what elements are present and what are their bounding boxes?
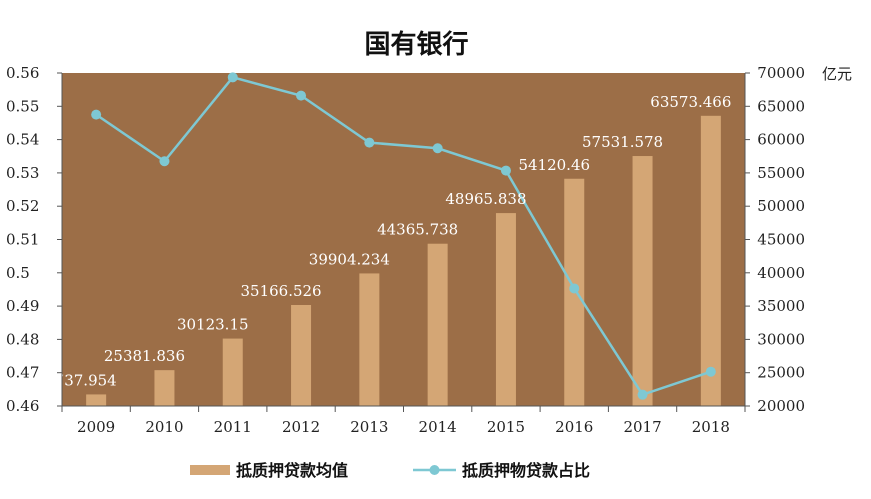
right-tick-label: 50000: [757, 197, 805, 215]
bar-2017: [632, 156, 653, 406]
line-layer: [91, 72, 716, 400]
data-label-2017: 57531.578: [582, 133, 663, 151]
data-label-2014: 44365.738: [377, 221, 458, 239]
right-tick-label: 30000: [757, 330, 805, 348]
x-tick-label: 2011: [214, 418, 252, 436]
data-label-2009: 21737.954: [36, 371, 117, 389]
data-label-2010: 25381.836: [104, 347, 185, 365]
bar-2018: [700, 115, 721, 406]
right-tick-label: 20000: [757, 397, 805, 415]
line-point-2012: [296, 90, 307, 101]
data-label-2018: 63573.466: [650, 93, 731, 111]
data-labels-layer: 21737.954 25381.836 30123.15 35166.526 39904…: [36, 93, 732, 390]
line-point-2017: [637, 389, 648, 400]
plot-area: [62, 73, 745, 406]
line-point-2013: [364, 137, 375, 148]
x-tick-label: 2009: [77, 418, 115, 436]
chart-title: 国有银行: [364, 29, 468, 60]
x-tick-label: 2013: [350, 418, 388, 436]
x-tick-label: 2017: [623, 418, 661, 436]
line-point-2015: [500, 165, 511, 176]
legend-swatch-bars: [190, 465, 230, 475]
data-label-2015: 48965.838: [445, 190, 526, 208]
line-point-2011: [227, 72, 238, 83]
data-label-2012: 35166.526: [240, 282, 321, 300]
x-tick-label: 2018: [692, 418, 730, 436]
right-tick-label: 40000: [757, 264, 805, 282]
x-tick-label: 2014: [419, 418, 457, 436]
left-axis: 0.46 0.47 0.48 0.49 0.5 0.51 0.52 0.53 0.54 0.55 0…: [6, 64, 63, 415]
legend: 抵质押贷款均值 抵质押物贷款占比: [190, 461, 590, 480]
right-tick-label: 35000: [757, 297, 805, 315]
right-tick-label: 60000: [757, 131, 805, 149]
right-axis-unit: 亿元: [822, 65, 852, 83]
left-tick-label: 0.52: [6, 197, 39, 215]
data-label-2016: 54120.46: [518, 156, 590, 174]
right-tick-label: 25000: [757, 364, 805, 382]
x-tick-label: 2012: [282, 418, 320, 436]
data-label-2013: 39904.234: [309, 250, 390, 268]
x-tick-label: 2010: [145, 418, 183, 436]
bar-2009: [86, 394, 107, 406]
line-point-2010: [159, 156, 170, 167]
legend-label-bars: 抵质押贷款均值: [236, 461, 348, 480]
bar-2013: [359, 273, 380, 406]
left-tick-label: 0.47: [6, 364, 39, 382]
legend-label-line: 抵质押物贷款占比: [462, 461, 590, 480]
left-tick-label: 0.48: [6, 330, 39, 348]
line-series-path: [95, 75, 712, 397]
bar-2014: [427, 243, 448, 406]
bar-2015: [495, 213, 516, 406]
left-tick-label: 0.54: [6, 131, 39, 149]
x-axis: 2009 2010 2011 2012 2013 2014 2015 2016 2017 2018: [61, 405, 746, 436]
line-point-2014: [432, 143, 443, 154]
right-tick-label: 65000: [757, 97, 805, 115]
line-point-2009: [91, 109, 102, 120]
left-tick-label: 0.46: [6, 397, 39, 415]
line-point-2016: [569, 283, 580, 294]
right-tick-label: 70000: [757, 64, 805, 82]
data-label-2011: 30123.15: [177, 316, 249, 334]
left-tick-label: 0.5: [6, 264, 30, 282]
bar-2011: [222, 338, 243, 406]
x-tick-label: 2016: [555, 418, 593, 436]
x-tick-label: 2015: [487, 418, 525, 436]
right-tick-label: 45000: [757, 231, 805, 249]
legend-swatch-marker: [429, 465, 440, 475]
left-tick-label: 0.49: [6, 297, 39, 315]
left-tick-label: 0.53: [6, 164, 39, 182]
right-tick-label: 55000: [757, 164, 805, 182]
right-axis: 20000 25000 30000 35000 40000 45000 50000 55000…: [744, 64, 805, 415]
line-point-2018: [705, 366, 716, 377]
bar-2010: [154, 370, 175, 406]
left-tick-label: 0.56: [6, 64, 39, 82]
left-tick-label: 0.55: [6, 97, 39, 115]
left-tick-label: 0.51: [6, 231, 39, 249]
bar-2012: [291, 304, 312, 406]
